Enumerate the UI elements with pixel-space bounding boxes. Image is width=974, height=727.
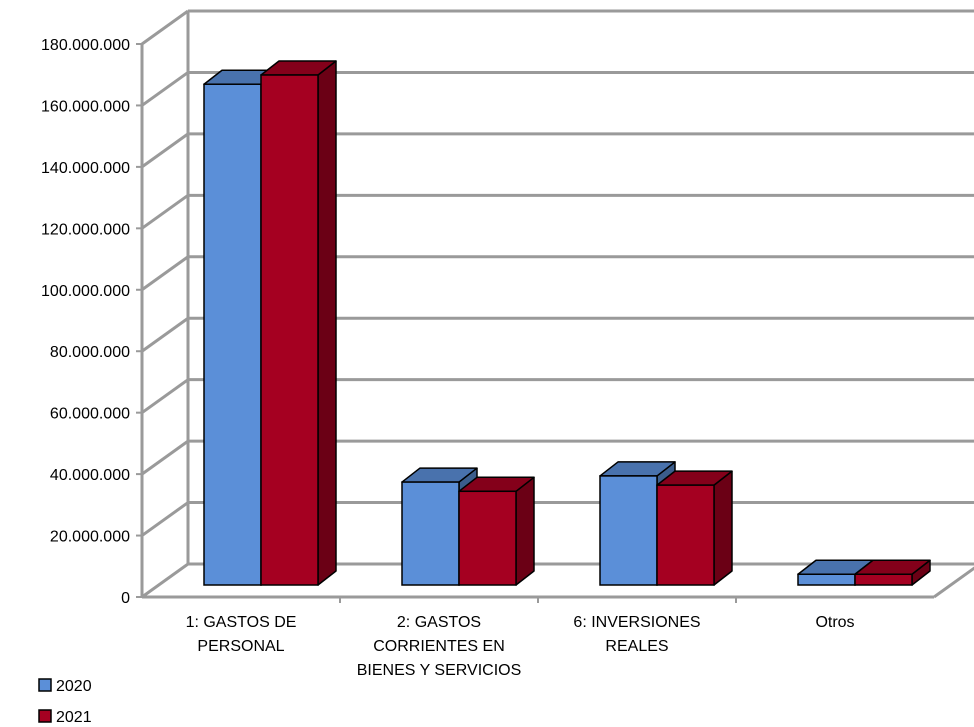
- gridline-side: [141, 255, 189, 291]
- axes: [140, 11, 974, 603]
- y-tick-label: 40.000.000: [50, 467, 130, 484]
- y-tick-label: 100.000.000: [41, 283, 130, 300]
- gridline-side: [141, 9, 189, 46]
- gridline-side: [141, 562, 189, 599]
- gridline-side: [141, 378, 189, 414]
- x-category-label: BIENES Y SERVICIOS: [357, 662, 522, 679]
- y-tick-label: 180.000.000: [41, 37, 130, 54]
- x-axis-categories: 1: GASTOS DE PERSONAL 2: GASTOS CORRIENTES …: [186, 614, 855, 679]
- bar-front: [458, 490, 517, 586]
- x-category-label: CORRIENTES EN: [373, 638, 505, 655]
- legend-label: 2020: [56, 678, 92, 695]
- x-category-label: 1: GASTOS DE: [186, 614, 297, 631]
- bar-front: [203, 83, 262, 586]
- bar-front: [656, 484, 715, 586]
- legend-swatch: [38, 678, 52, 692]
- y-tick-label: 20.000.000: [50, 529, 130, 546]
- y-tick-label: 160.000.000: [41, 98, 130, 115]
- gridline-side: [141, 194, 189, 230]
- bar-front: [260, 74, 319, 586]
- y-tick-label: 80.000.000: [50, 344, 130, 361]
- x-category-label: PERSONAL: [197, 638, 284, 655]
- bar: [656, 470, 733, 586]
- gridline-side: [141, 317, 189, 353]
- y-tick-label: 60.000.000: [50, 406, 130, 423]
- gridline-side: [141, 501, 189, 537]
- bar: [854, 559, 931, 586]
- gridline-side: [141, 71, 189, 107]
- bar: [260, 60, 337, 586]
- bar-front: [401, 481, 460, 586]
- bars: [203, 60, 931, 586]
- legend-swatch: [38, 709, 52, 723]
- x-category-label: Otros: [815, 614, 854, 631]
- bar-front: [797, 573, 856, 586]
- x-category-label: REALES: [605, 638, 668, 655]
- floor-right-edge: [933, 566, 974, 599]
- y-tick-label: 120.000.000: [41, 221, 130, 238]
- y-axis-ticks: 0 20.000.000 40.000.000 60.000.000 80.000.00…: [41, 37, 142, 607]
- y-tick-label: 0: [121, 590, 130, 607]
- legend-label: 2021: [56, 709, 92, 726]
- x-category-label: 6: INVERSIONES: [573, 614, 700, 631]
- bar-front: [599, 475, 658, 586]
- y-tick-label: 140.000.000: [41, 160, 130, 177]
- gridline-side: [141, 132, 189, 169]
- bar-front: [854, 573, 913, 586]
- gridline-side: [141, 439, 189, 476]
- x-category-label: 2: GASTOS: [397, 614, 481, 631]
- legend: 2020 2021: [38, 678, 92, 726]
- bar: [458, 476, 535, 586]
- bar-side: [317, 60, 337, 586]
- bar-side: [515, 476, 535, 586]
- bar-side: [713, 470, 733, 586]
